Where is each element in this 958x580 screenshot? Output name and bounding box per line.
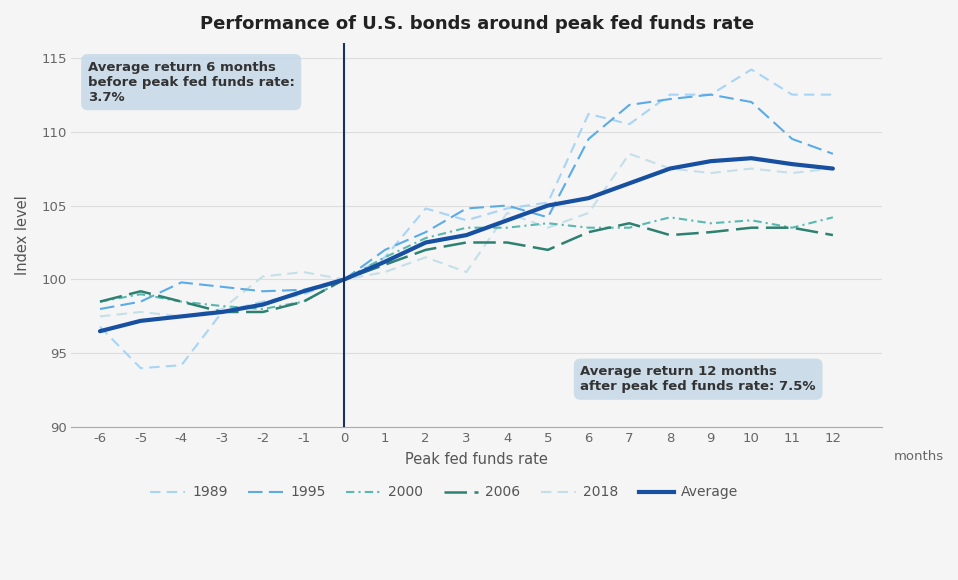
- Text: Average return 12 months
after peak fed funds rate: 7.5%: Average return 12 months after peak fed …: [581, 365, 816, 393]
- Text: months: months: [894, 450, 944, 463]
- Text: Average return 6 months
before peak fed funds rate:
3.7%: Average return 6 months before peak fed …: [88, 61, 295, 104]
- X-axis label: Peak fed funds rate: Peak fed funds rate: [405, 452, 548, 467]
- Y-axis label: Index level: Index level: [15, 195, 30, 275]
- Legend: 1989, 1995, 2000, 2006, 2018, Average: 1989, 1995, 2000, 2006, 2018, Average: [145, 480, 743, 505]
- Title: Performance of U.S. bonds around peak fed funds rate: Performance of U.S. bonds around peak fe…: [199, 15, 754, 33]
